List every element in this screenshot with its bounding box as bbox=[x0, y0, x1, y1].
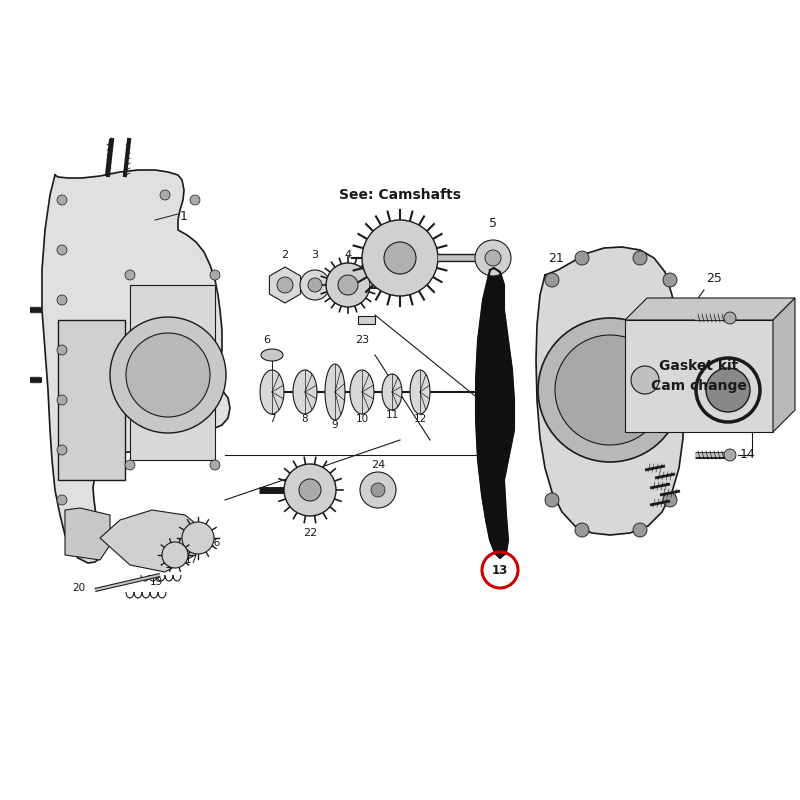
Polygon shape bbox=[42, 170, 230, 563]
Text: 19: 19 bbox=[150, 577, 163, 587]
Circle shape bbox=[57, 395, 67, 405]
Ellipse shape bbox=[382, 374, 402, 410]
Polygon shape bbox=[773, 298, 795, 432]
Text: 17: 17 bbox=[185, 555, 198, 565]
Circle shape bbox=[126, 333, 210, 417]
Circle shape bbox=[57, 445, 67, 455]
Ellipse shape bbox=[293, 370, 317, 414]
Circle shape bbox=[338, 275, 358, 295]
Circle shape bbox=[575, 251, 589, 265]
Polygon shape bbox=[625, 320, 773, 432]
Circle shape bbox=[633, 523, 647, 537]
Circle shape bbox=[706, 368, 750, 412]
Circle shape bbox=[182, 522, 214, 554]
Circle shape bbox=[362, 220, 438, 296]
Polygon shape bbox=[536, 247, 683, 535]
Circle shape bbox=[485, 250, 501, 266]
Text: 25: 25 bbox=[706, 272, 722, 285]
Circle shape bbox=[125, 460, 135, 470]
Text: 23: 23 bbox=[355, 335, 369, 345]
Circle shape bbox=[57, 495, 67, 505]
Circle shape bbox=[724, 449, 736, 461]
Circle shape bbox=[110, 317, 226, 433]
Circle shape bbox=[724, 312, 736, 324]
Ellipse shape bbox=[350, 370, 374, 414]
Polygon shape bbox=[100, 510, 210, 572]
Polygon shape bbox=[625, 298, 795, 320]
Text: 15: 15 bbox=[764, 382, 780, 394]
Text: 16: 16 bbox=[208, 538, 222, 548]
Circle shape bbox=[663, 273, 677, 287]
Polygon shape bbox=[130, 285, 215, 460]
Text: 22: 22 bbox=[303, 528, 317, 538]
Text: 10: 10 bbox=[355, 414, 369, 424]
Text: Gasket kit
Cam change: Gasket kit Cam change bbox=[651, 359, 747, 393]
Circle shape bbox=[57, 345, 67, 355]
Text: 1: 1 bbox=[180, 210, 188, 223]
Circle shape bbox=[57, 195, 67, 205]
Circle shape bbox=[277, 277, 293, 293]
Text: 24: 24 bbox=[371, 460, 385, 470]
Text: 5: 5 bbox=[489, 217, 497, 230]
Text: 2: 2 bbox=[282, 250, 289, 260]
Polygon shape bbox=[476, 268, 514, 558]
Text: 18: 18 bbox=[165, 560, 178, 570]
Text: 13: 13 bbox=[492, 563, 508, 577]
Circle shape bbox=[308, 278, 322, 292]
Ellipse shape bbox=[261, 349, 283, 361]
Text: 9: 9 bbox=[332, 420, 338, 430]
Circle shape bbox=[210, 270, 220, 280]
Text: 21: 21 bbox=[548, 252, 564, 265]
Circle shape bbox=[326, 263, 370, 307]
Circle shape bbox=[538, 318, 682, 462]
Circle shape bbox=[545, 273, 559, 287]
Circle shape bbox=[555, 335, 665, 445]
Text: 11: 11 bbox=[386, 410, 398, 420]
Circle shape bbox=[545, 493, 559, 507]
Polygon shape bbox=[270, 267, 301, 303]
Polygon shape bbox=[358, 316, 375, 324]
Text: 4: 4 bbox=[345, 250, 351, 260]
Circle shape bbox=[631, 366, 659, 394]
Circle shape bbox=[300, 270, 330, 300]
Text: 3: 3 bbox=[311, 250, 318, 260]
Circle shape bbox=[475, 240, 511, 276]
Polygon shape bbox=[65, 508, 110, 560]
Circle shape bbox=[371, 483, 385, 497]
Circle shape bbox=[575, 523, 589, 537]
Text: 14: 14 bbox=[740, 449, 756, 462]
Ellipse shape bbox=[260, 370, 284, 414]
Text: 14: 14 bbox=[740, 311, 756, 325]
Circle shape bbox=[663, 493, 677, 507]
Circle shape bbox=[284, 464, 336, 516]
Circle shape bbox=[299, 479, 321, 501]
Text: 12: 12 bbox=[414, 414, 426, 424]
Circle shape bbox=[160, 190, 170, 200]
Circle shape bbox=[162, 542, 188, 568]
Ellipse shape bbox=[410, 370, 430, 414]
Ellipse shape bbox=[325, 364, 345, 420]
Text: 6: 6 bbox=[263, 335, 270, 345]
Text: 8: 8 bbox=[302, 414, 308, 424]
Text: See: Camshafts: See: Camshafts bbox=[339, 188, 461, 202]
Text: 20: 20 bbox=[72, 583, 85, 593]
Circle shape bbox=[57, 245, 67, 255]
Circle shape bbox=[210, 460, 220, 470]
Polygon shape bbox=[58, 320, 125, 480]
Circle shape bbox=[125, 270, 135, 280]
Text: 7: 7 bbox=[269, 414, 275, 424]
Circle shape bbox=[57, 295, 67, 305]
Circle shape bbox=[384, 242, 416, 274]
Circle shape bbox=[633, 251, 647, 265]
Circle shape bbox=[360, 472, 396, 508]
Circle shape bbox=[190, 195, 200, 205]
